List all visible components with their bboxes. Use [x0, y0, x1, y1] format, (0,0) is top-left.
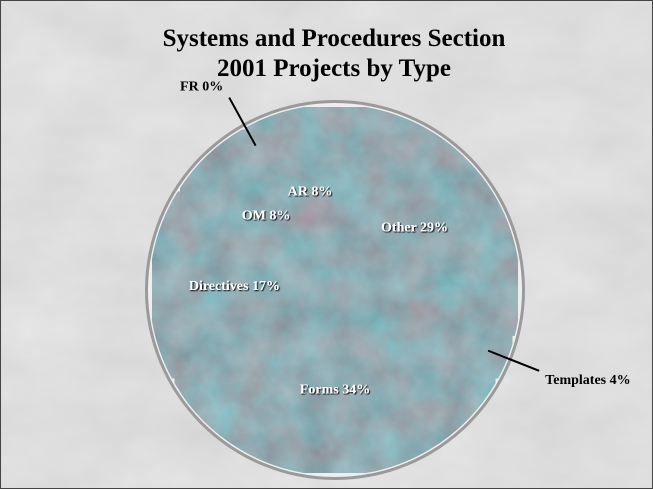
slice-value-label: 17%: [252, 279, 280, 294]
leader-line: [487, 349, 540, 372]
slice-value-label: 0%: [202, 80, 223, 95]
slice-value-label: 8%: [311, 185, 332, 200]
chart-title: Systems and Procedures Section: [163, 25, 506, 52]
slice-category: FR: [180, 80, 200, 95]
slice-label: AR 8%: [288, 185, 333, 200]
slice-label: Other 29%: [381, 221, 448, 236]
slice-label: Templates 4%: [545, 373, 630, 388]
slice-category: AR: [288, 185, 309, 200]
slice-value-label: 8%: [269, 209, 290, 224]
slice-category: Directives: [189, 279, 249, 294]
slice-category: Templates: [545, 373, 606, 388]
slice-category: Other: [381, 221, 417, 236]
pie-slice: [149, 189, 338, 381]
slice-label: Directives 17%: [189, 279, 280, 294]
leader-line: [228, 97, 257, 147]
slice-category: OM: [242, 209, 266, 224]
slice-value-label: 34%: [342, 383, 370, 398]
slice-label: Forms 34%: [300, 383, 370, 398]
slice-value-label: 4%: [610, 373, 631, 388]
slice-category: Forms: [300, 383, 339, 398]
slice-value-label: 29%: [420, 221, 448, 236]
pie-slice: [332, 104, 521, 339]
slice-label: OM 8%: [242, 209, 291, 224]
slice-label: FR 0%: [180, 80, 223, 95]
pie-slice: [244, 104, 338, 293]
chart-title: 2001 Projects by Type: [217, 55, 451, 82]
